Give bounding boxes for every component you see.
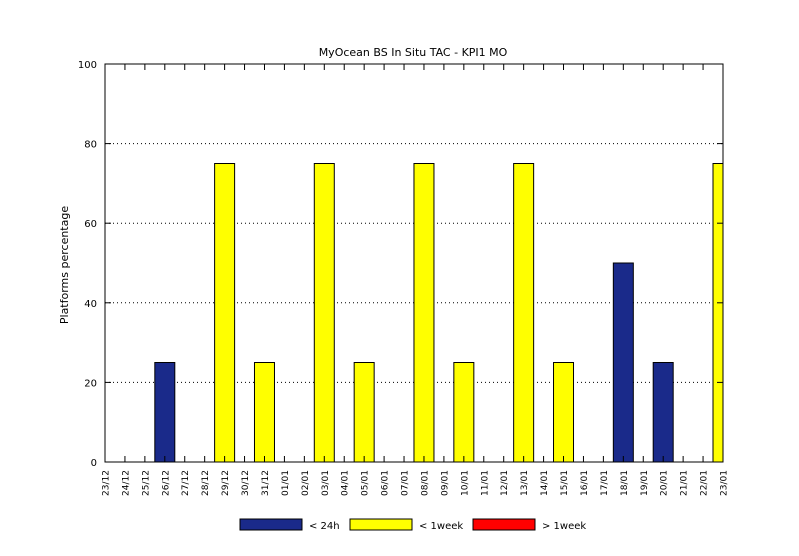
x-tick-label: 23/12	[102, 470, 112, 496]
x-tick-label: 28/12	[201, 470, 211, 496]
x-tick-label: 19/01	[640, 470, 650, 496]
legend-item: > 1week	[472, 518, 586, 532]
bar	[453, 362, 475, 463]
x-tick-label: 22/01	[700, 470, 710, 496]
x-tick-label: 31/12	[261, 470, 271, 496]
y-tick-label: 80	[84, 140, 97, 151]
bar	[553, 362, 575, 463]
x-tick-label: 13/01	[520, 470, 530, 496]
x-tick-label: 11/01	[480, 470, 490, 496]
bar	[612, 262, 634, 463]
x-tick-label: 25/12	[141, 470, 151, 496]
legend-item: < 24h	[239, 518, 340, 532]
x-tick-label: 03/01	[321, 470, 331, 496]
y-axis-ticks: 0 20 40 60 80 100	[78, 60, 723, 469]
y-tick-label: 20	[84, 378, 97, 389]
x-tick-label: 23/01	[720, 470, 730, 496]
y-tick-label: 40	[84, 299, 97, 310]
bar	[313, 163, 335, 463]
bar	[413, 163, 435, 463]
y-tick-label: 0	[91, 458, 97, 469]
x-tick-label: 01/01	[281, 470, 291, 496]
legend: < 24h < 1week > 1week	[239, 518, 586, 532]
legend-label: < 24h	[309, 521, 340, 532]
x-tick-label: 10/01	[460, 470, 470, 496]
legend-swatch	[349, 518, 413, 531]
x-tick-label: 16/01	[580, 470, 590, 496]
x-tick-label: 21/01	[680, 470, 690, 496]
legend-item: < 1week	[349, 518, 463, 532]
x-tick-label: 06/01	[381, 470, 391, 496]
bar	[712, 163, 724, 463]
x-tick-label: 24/12	[121, 470, 131, 496]
x-tick-label: 18/01	[620, 470, 630, 496]
x-tick-label: 08/01	[420, 470, 430, 496]
x-tick-label: 27/12	[181, 470, 191, 496]
bar	[652, 362, 674, 463]
x-tick-label: 15/01	[560, 470, 570, 496]
x-tick-label: 20/01	[660, 470, 670, 496]
y-axis-label: Platforms percentage	[58, 206, 71, 324]
x-tick-label: 02/01	[301, 470, 311, 496]
chart-title: MyOcean BS In Situ TAC - KPI1 MO	[319, 46, 508, 59]
x-tick-label: 07/01	[401, 470, 411, 496]
bars	[154, 163, 724, 463]
plot-frame	[104, 63, 724, 463]
x-tick-label: 29/12	[221, 470, 231, 496]
x-tick-label: 14/01	[540, 470, 550, 496]
bar	[253, 362, 275, 463]
x-tick-label: 30/12	[241, 470, 251, 496]
legend-swatch	[472, 518, 536, 531]
x-tick-label: 05/01	[361, 470, 371, 496]
x-tick-label: 26/12	[161, 470, 171, 496]
x-tick-label: 12/01	[500, 470, 510, 496]
bar	[214, 163, 236, 463]
y-tick-label: 100	[78, 60, 97, 71]
x-tick-label: 04/01	[341, 470, 351, 496]
legend-label: > 1week	[542, 521, 586, 532]
legend-label: < 1week	[419, 521, 463, 532]
bar	[154, 362, 176, 463]
y-tick-label: 60	[84, 219, 97, 230]
x-tick-label: 09/01	[440, 470, 450, 496]
bar	[353, 362, 375, 463]
legend-swatch	[239, 518, 303, 531]
x-axis-ticks: 23/12 24/12 25/12 26/12 27/12 28/12 29/12 30/12…	[102, 64, 730, 496]
x-tick-label: 17/01	[600, 470, 610, 496]
bar	[513, 163, 535, 463]
